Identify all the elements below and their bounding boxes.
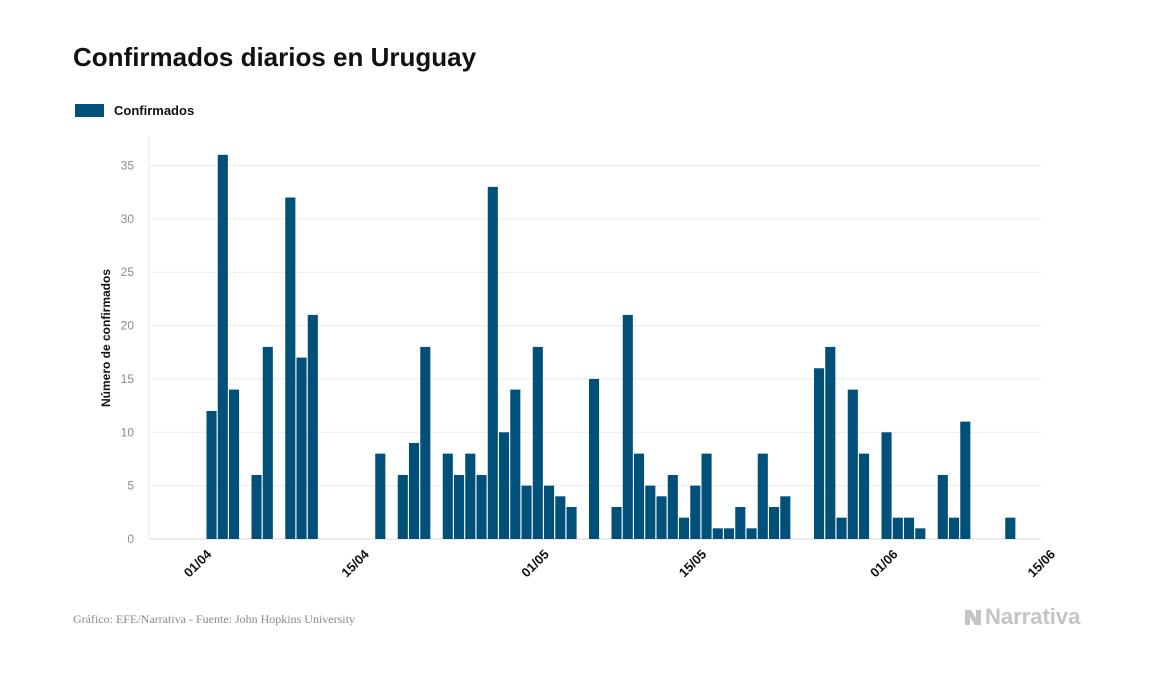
- bar: [307, 314, 318, 539]
- bar: [442, 453, 453, 539]
- bar: [454, 474, 465, 539]
- source-credit: Gráfico: EFE/Narrativa - Fuente: John Ho…: [73, 612, 355, 626]
- bar: [679, 517, 690, 539]
- bar: [397, 474, 408, 539]
- y-tick-label: 0: [127, 532, 134, 546]
- y-tick-label: 20: [121, 319, 135, 333]
- bar: [701, 453, 712, 539]
- y-tick-label: 35: [121, 159, 135, 173]
- y-tick-label: 10: [121, 425, 135, 439]
- bar: [622, 314, 633, 539]
- bar: [915, 528, 926, 539]
- bar: [769, 506, 780, 539]
- bar: [262, 346, 273, 539]
- bar: [420, 346, 431, 539]
- bar: [285, 197, 296, 539]
- bar: [409, 442, 420, 539]
- bar: [521, 485, 532, 539]
- bar: [1005, 517, 1016, 539]
- bar: [656, 496, 667, 539]
- bar: [589, 378, 600, 539]
- bar: [476, 474, 487, 539]
- bar: [544, 485, 555, 539]
- y-tick-label: 5: [127, 479, 134, 493]
- x-tick-label: 15/04: [338, 546, 372, 580]
- bar: [904, 517, 915, 539]
- x-tick-label: 15/06: [1025, 547, 1059, 581]
- bar: [532, 346, 543, 539]
- bar: [847, 389, 858, 539]
- legend: Confirmados: [75, 103, 194, 118]
- bar: [251, 474, 262, 539]
- bar: [667, 474, 678, 539]
- bar: [712, 528, 723, 539]
- bar: [690, 485, 701, 539]
- bar: [735, 506, 746, 539]
- bar: [510, 389, 521, 539]
- bar: [229, 389, 240, 539]
- bar: [206, 410, 217, 539]
- bar: [724, 528, 735, 539]
- brand-logo: Narrativa: [963, 604, 1080, 630]
- x-tick-label: 01/06: [867, 547, 901, 581]
- bar: [937, 474, 948, 539]
- bar: [949, 517, 960, 539]
- bar: [465, 453, 476, 539]
- bar: [634, 453, 645, 539]
- y-tick-label: 15: [121, 372, 135, 386]
- bar: [780, 496, 791, 539]
- bar: [757, 453, 768, 539]
- brand-name: Narrativa: [985, 604, 1081, 629]
- x-tick-label: 01/05: [518, 547, 552, 581]
- bar: [960, 421, 971, 539]
- x-tick-label: 01/04: [181, 546, 215, 580]
- bar: [892, 517, 903, 539]
- bar: [825, 346, 836, 539]
- bar: [499, 432, 510, 539]
- bar: [487, 186, 498, 540]
- bar: [296, 357, 307, 539]
- bar: [859, 453, 870, 539]
- bar: [555, 496, 566, 539]
- bar: [566, 506, 577, 539]
- y-axis-title: Número de confirmados: [99, 269, 113, 407]
- bar: [746, 528, 757, 539]
- x-tick-label: 15/05: [676, 547, 710, 581]
- legend-label: Confirmados: [114, 103, 195, 118]
- bar: [375, 453, 386, 539]
- bar: [881, 432, 892, 539]
- y-tick-label: 30: [121, 212, 135, 226]
- chart-title: Confirmados diarios en Uruguay: [73, 42, 477, 72]
- y-tick-label: 25: [121, 265, 135, 279]
- bar: [611, 506, 622, 539]
- bar: [645, 485, 656, 539]
- narrativa-logo-icon: [965, 610, 981, 625]
- bar: [814, 368, 825, 539]
- bar: [217, 154, 228, 540]
- bar: [836, 517, 847, 539]
- legend-swatch: [75, 104, 104, 117]
